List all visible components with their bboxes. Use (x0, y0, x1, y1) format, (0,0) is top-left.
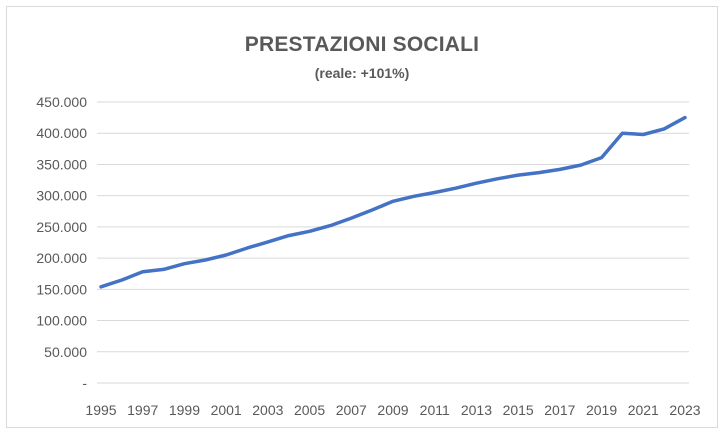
x-tick-label: 2005 (294, 402, 325, 418)
x-tick-label: 2023 (669, 402, 700, 418)
y-axis-tick-labels: - 50.000 100.000 150.000 200.000 250.000 300.0… (36, 94, 87, 391)
chart-subtitle: (reale: +101%) (314, 65, 410, 81)
x-axis-tick-labels: 1995 1997 1999 2001 2003 2005 2007 2009 2011 2013… (85, 402, 700, 418)
series-line (99, 115, 687, 289)
x-tick-label: 1999 (169, 402, 200, 418)
y-tick-label: 200.000 (36, 250, 87, 266)
x-tick-label: 2007 (336, 402, 367, 418)
x-tick-label: 2009 (377, 402, 408, 418)
x-tick-label: 2003 (252, 402, 283, 418)
y-tick-label: 150.000 (36, 281, 87, 297)
y-tick-label: - (82, 375, 87, 391)
y-tick-label: 300.000 (36, 188, 87, 204)
y-tick-label: 100.000 (36, 313, 87, 329)
line-chart: - 50.000 100.000 150.000 200.000 250.000 300.0… (36, 94, 700, 418)
y-tick-label: 450.000 (36, 94, 87, 110)
x-tick-label: 2017 (544, 402, 575, 418)
x-tick-label: 2019 (586, 402, 617, 418)
x-tick-label: 1995 (85, 402, 116, 418)
y-tick-label: 400.000 (36, 125, 87, 141)
chart-title: PRESTAZIONI SOCIALI (244, 33, 480, 56)
y-tick-label: 250.000 (36, 219, 87, 235)
x-tick-label: 2011 (420, 402, 450, 418)
y-tick-label: 50.000 (44, 344, 87, 360)
series-layer (99, 115, 687, 289)
gridlines (97, 101, 689, 384)
x-tick-label: 2001 (211, 402, 242, 418)
x-tick-label: 2015 (503, 402, 534, 418)
x-tick-label: 2013 (461, 402, 492, 418)
chart-frame: PRESTAZIONI SOCIALI (reale: +101%) - 50.0… (6, 6, 718, 428)
x-tick-label: 1997 (127, 402, 158, 418)
x-tick-label: 2021 (628, 402, 659, 418)
y-tick-label: 350.000 (36, 156, 87, 172)
